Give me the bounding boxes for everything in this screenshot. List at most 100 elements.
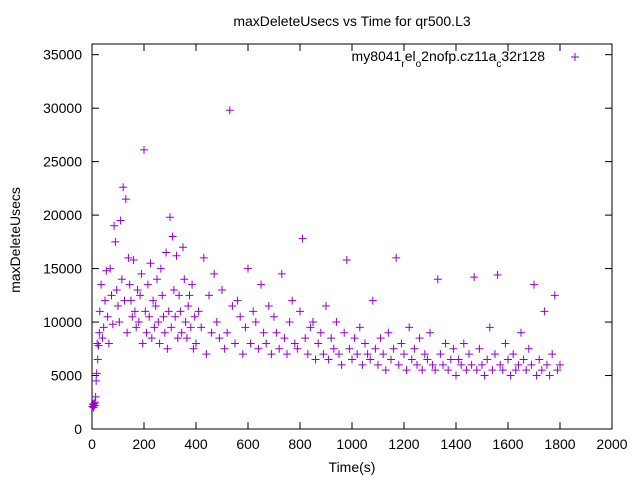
data-point <box>407 355 416 364</box>
data-point <box>95 307 104 316</box>
y-tick-label: 0 <box>74 421 82 437</box>
data-point <box>151 302 160 311</box>
data-point <box>475 344 484 353</box>
data-point <box>104 339 113 348</box>
data-point <box>298 234 307 243</box>
data-point <box>93 339 102 348</box>
x-tick-label: 200 <box>132 436 156 452</box>
legend-label-part: c <box>496 59 501 70</box>
data-point <box>355 323 364 332</box>
data-point <box>285 318 294 327</box>
legend-label-part: r <box>401 59 405 70</box>
data-point <box>532 371 541 380</box>
data-point <box>535 355 544 364</box>
data-point <box>327 334 336 343</box>
data-point <box>465 350 473 359</box>
data-point <box>324 355 333 364</box>
data-point <box>348 355 356 364</box>
data-point <box>506 371 515 380</box>
data-point <box>376 334 385 343</box>
data-point <box>441 339 450 348</box>
data-point <box>117 275 126 284</box>
data-point <box>379 350 388 359</box>
data-point <box>111 237 120 246</box>
data-point <box>108 320 117 329</box>
data-point <box>99 323 108 332</box>
data-point <box>158 291 167 300</box>
data-point <box>143 280 152 289</box>
data-point <box>167 323 176 332</box>
data-point <box>88 402 97 411</box>
data-point <box>218 285 226 294</box>
y-tick-label: 25000 <box>43 154 82 170</box>
data-point <box>132 323 141 332</box>
data-point <box>147 334 156 343</box>
data-point <box>423 355 432 364</box>
data-point <box>90 399 99 408</box>
data-point <box>381 366 390 375</box>
data-point <box>353 350 362 359</box>
data-point <box>142 328 151 337</box>
x-tick-label: 400 <box>184 436 208 452</box>
data-point <box>275 344 284 353</box>
data-point <box>246 339 255 348</box>
data-point <box>91 398 100 407</box>
data-point <box>306 323 315 332</box>
data-point <box>514 360 523 369</box>
data-point <box>189 344 198 353</box>
data-point <box>89 400 98 409</box>
data-point <box>137 269 146 278</box>
data-point <box>98 334 107 343</box>
data-point <box>446 355 455 364</box>
data-point <box>199 253 208 262</box>
data-point <box>491 350 499 359</box>
data-point <box>264 302 273 311</box>
data-point <box>374 360 382 369</box>
data-point <box>431 366 440 375</box>
data-point <box>106 264 115 273</box>
data-point <box>146 259 155 268</box>
data-point <box>420 350 429 359</box>
data-points <box>88 106 564 412</box>
data-point <box>94 341 103 350</box>
data-point <box>92 376 101 385</box>
x-tick-label: 600 <box>236 436 260 452</box>
data-point <box>485 323 494 332</box>
data-point <box>400 350 408 359</box>
data-point <box>418 366 427 375</box>
data-point <box>402 366 411 375</box>
data-point <box>467 360 476 369</box>
data-point <box>136 291 145 300</box>
data-point <box>342 256 351 265</box>
data-point <box>366 355 375 364</box>
data-point <box>202 350 211 359</box>
data-point <box>179 243 187 252</box>
data-point <box>91 392 100 401</box>
data-point <box>205 291 213 300</box>
data-point <box>150 323 159 332</box>
data-point <box>290 339 299 348</box>
data-point <box>311 355 320 364</box>
y-axis-title: maxDeleteUsecs <box>7 187 23 293</box>
data-point <box>181 318 190 327</box>
data-point <box>389 344 398 353</box>
data-point <box>97 280 106 289</box>
y-tick-label: 20000 <box>43 207 82 223</box>
data-point <box>270 312 278 321</box>
legend-label: my8041relo2nofp.cz11ac32r128 <box>352 48 546 70</box>
data-point <box>293 344 302 353</box>
data-point <box>103 312 112 321</box>
data-point <box>527 360 536 369</box>
data-point <box>277 269 286 278</box>
data-point <box>172 251 181 260</box>
data-point <box>335 350 343 359</box>
data-point <box>498 366 507 375</box>
y-tick-label: 35000 <box>43 47 82 63</box>
data-point <box>288 296 297 305</box>
data-point <box>519 355 528 364</box>
data-point <box>496 360 505 369</box>
chart-title: maxDeleteUsecs vs Time for qr500.L3 <box>233 13 471 29</box>
data-point <box>160 328 169 337</box>
data-point <box>231 339 239 348</box>
axis-ticks: 0 200 400 600 800 1000 1200 1400 1600 1800 2000050… <box>43 44 628 452</box>
